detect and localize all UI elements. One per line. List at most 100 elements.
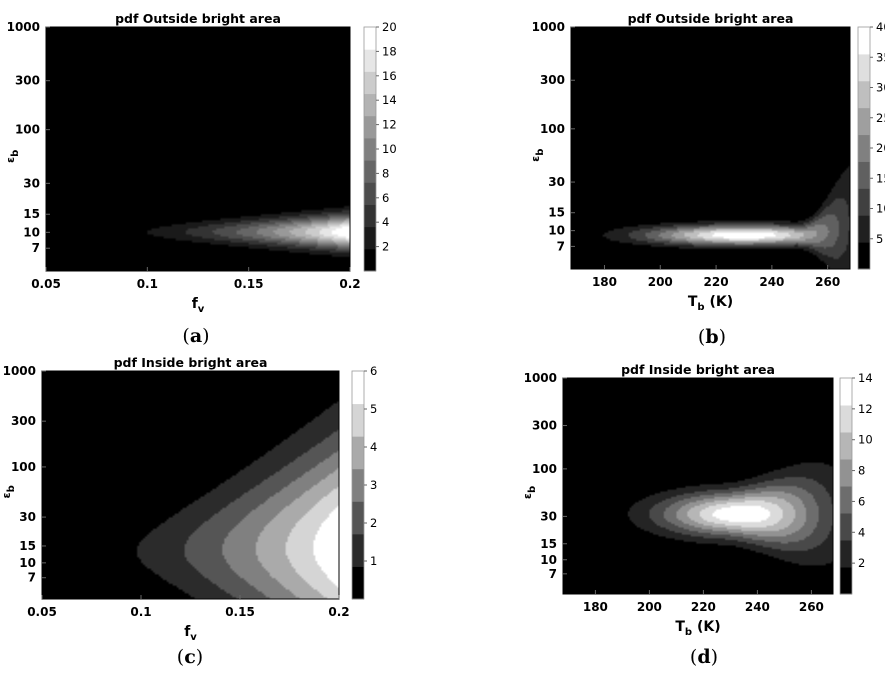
- colorbar-swatch: [364, 27, 376, 50]
- colorbar-swatch: [352, 403, 364, 437]
- panel-letter: (d): [690, 646, 718, 668]
- x-tick-label: 220: [691, 600, 716, 614]
- colorbar-swatch: [858, 188, 870, 216]
- colorbar-swatch: [364, 71, 376, 95]
- colorbar-swatch: [364, 204, 376, 228]
- y-tick-label: 1000: [532, 20, 565, 34]
- y-tick-label: 300: [532, 419, 557, 433]
- colorbar-swatch: [364, 226, 376, 250]
- colorbar-swatch: [858, 80, 870, 109]
- colorbar-swatch: [364, 93, 376, 117]
- x-tick-label: 0.05: [31, 277, 61, 291]
- colorbar-tick-label: 40: [876, 20, 885, 34]
- colorbar-tick-label: 4: [858, 525, 865, 539]
- colorbar-swatch: [364, 160, 376, 183]
- panel-title: pdf Outside bright area: [628, 11, 794, 26]
- colorbar-tick-label: 20: [382, 20, 397, 34]
- y-tick-label: 1000: [7, 20, 40, 34]
- colorbar-swatch: [352, 501, 364, 535]
- y-tick-label: 7: [557, 239, 565, 253]
- colorbar-tick-label: 6: [382, 191, 389, 205]
- x-tick-label: 240: [759, 275, 784, 289]
- y-tick-label: 300: [540, 73, 565, 87]
- x-tick-label: 0.15: [225, 605, 255, 619]
- colorbar: 5 10 15 20 25 30 35 40: [857, 20, 885, 270]
- colorbar-tick-label: 1: [370, 554, 377, 568]
- x-tick-label: 260: [799, 600, 824, 614]
- colorbar-tick-label: 8: [382, 166, 389, 180]
- y-tick-label: 100: [11, 460, 36, 474]
- colorbar-swatch: [840, 405, 852, 433]
- colorbar-tick-label: 30: [876, 81, 885, 95]
- colorbar-tick-label: 10: [858, 433, 873, 447]
- y-tick-label: 7: [28, 571, 36, 585]
- y-tick-label: 10: [548, 224, 565, 238]
- colorbar: 2 4 6 8 10 12 14 16 18 20: [363, 20, 397, 272]
- y-tick-label: 10: [23, 225, 40, 239]
- x-axis-label: Tb (K): [675, 619, 720, 638]
- colorbar-swatch: [364, 248, 376, 272]
- x-tick-label: 0.1: [137, 277, 158, 291]
- panel-title: pdf Outside bright area: [115, 11, 281, 26]
- x-tick-label: 220: [704, 275, 729, 289]
- y-tick-label: 100: [15, 123, 40, 137]
- colorbar-tick-label: 2: [858, 556, 865, 570]
- colorbar-swatch: [364, 49, 376, 72]
- colorbar-tick-label: 6: [370, 364, 377, 378]
- colorbar-swatch: [840, 459, 852, 487]
- colorbar-tick-label: 6: [858, 494, 865, 508]
- y-tick-label: 30: [540, 509, 557, 523]
- x-tick-label: 0.2: [339, 277, 360, 291]
- x-tick-label: 180: [592, 275, 617, 289]
- x-axis-label: Tb (K): [688, 294, 733, 313]
- x-tick-label: 260: [815, 275, 840, 289]
- colorbar-swatch: [352, 566, 364, 600]
- y-axis-label: εb: [529, 149, 546, 162]
- x-tick-label: 240: [745, 600, 770, 614]
- colorbar-tick-label: 10: [876, 202, 885, 216]
- colorbar-tick-label: 5: [876, 232, 883, 246]
- x-axis-label: fv: [192, 296, 205, 315]
- colorbar-tick-label: 3: [370, 478, 377, 492]
- panel-title: pdf Inside bright area: [621, 362, 775, 377]
- y-tick-label: 7: [32, 241, 40, 255]
- panel-2: pdf Outside bright area71015301003001000…: [529, 11, 885, 348]
- plot-frame: [562, 377, 834, 595]
- colorbar-tick-label: 8: [858, 464, 865, 478]
- x-tick-label: 200: [648, 275, 673, 289]
- panel-4: pdf Inside bright area710153010030010001…: [521, 362, 873, 668]
- y-tick-label: 300: [15, 74, 40, 88]
- colorbar-swatch: [840, 432, 852, 460]
- colorbar-swatch: [352, 436, 364, 470]
- panel-letter: (a): [182, 325, 209, 347]
- colorbar-swatch: [840, 567, 852, 595]
- plot-frame: [570, 26, 851, 270]
- y-tick-label: 15: [19, 539, 36, 553]
- colorbar-swatch: [352, 468, 364, 502]
- heatmap-field: [42, 371, 339, 599]
- colorbar-tick-label: 10: [382, 142, 397, 156]
- y-tick-label: 100: [532, 462, 557, 476]
- colorbar-swatch: [858, 134, 870, 162]
- panel-3: pdf Inside bright area710153010030010000…: [0, 355, 377, 668]
- y-axis-label: εb: [521, 486, 538, 499]
- colorbar: 1 2 3 4 5 6: [351, 364, 377, 600]
- colorbar-swatch: [352, 371, 364, 405]
- colorbar-tick-label: 25: [876, 111, 885, 125]
- panel-letter: (b): [698, 326, 726, 348]
- heatmap-field: [563, 378, 833, 594]
- colorbar-frame: [839, 377, 853, 595]
- y-tick-label: 30: [548, 175, 565, 189]
- colorbar-swatch: [858, 107, 870, 136]
- colorbar-tick-label: 2: [370, 516, 377, 530]
- plot-frame: [45, 26, 351, 272]
- y-tick-label: 100: [540, 122, 565, 136]
- panel-letter: (c): [177, 646, 203, 668]
- x-tick-label: 180: [583, 600, 608, 614]
- colorbar-tick-label: 2: [382, 240, 389, 254]
- x-axis-label: fv: [184, 624, 197, 643]
- y-axis-label: εb: [4, 150, 21, 163]
- y-tick-label: 30: [23, 176, 40, 190]
- colorbar-swatch: [858, 215, 870, 243]
- y-tick-label: 10: [540, 553, 557, 567]
